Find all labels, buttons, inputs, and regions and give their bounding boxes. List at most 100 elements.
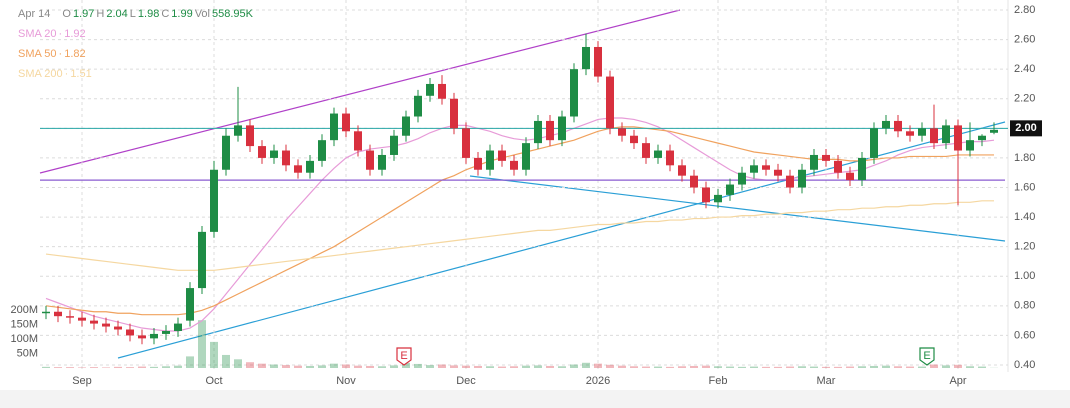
candle-body: [798, 169, 806, 188]
candle-body: [522, 143, 530, 170]
y-tick-label: 1.40: [1014, 211, 1035, 223]
trendline: [469, 175, 1006, 242]
y-tick-label: 2.60: [1014, 33, 1035, 45]
candle-body: [282, 150, 290, 166]
candle-body: [102, 323, 110, 327]
volume-bar: [630, 366, 638, 368]
volume-bar: [246, 362, 254, 368]
y-tick-label: 2.40: [1014, 63, 1035, 75]
y-tick-label: 0.40: [1014, 359, 1035, 371]
sma-legend: SMA 200 · 1.51: [18, 64, 255, 84]
volume-bar: [306, 365, 314, 368]
candle-body: [846, 172, 854, 181]
volume-bar: [954, 364, 962, 368]
legend-separator: ·: [58, 28, 63, 40]
candle-body: [174, 323, 182, 331]
candle-body: [270, 150, 278, 158]
volume-bar: [774, 366, 782, 368]
volume-bar: [966, 366, 974, 368]
candle-body: [42, 311, 50, 314]
legend-value: 558.95K: [212, 8, 253, 20]
volume-bar: [978, 366, 986, 368]
candle-body: [546, 120, 554, 141]
candle-body: [702, 187, 710, 203]
volume-bar: [354, 365, 362, 368]
legend-key: H: [96, 8, 105, 20]
candle-body: [438, 83, 446, 99]
volume-bar: [942, 365, 950, 368]
event-marker: [919, 347, 935, 366]
candle-body: [618, 128, 626, 136]
candle-body: [234, 125, 242, 136]
volume-bar: [498, 366, 506, 368]
legend-last: 1.92: [64, 28, 86, 40]
candle-body: [330, 113, 338, 141]
candle-body: [630, 135, 638, 144]
volume-bar: [186, 356, 194, 368]
legend-name: SMA 50: [18, 48, 57, 60]
volume-bar: [726, 366, 734, 368]
candle-body: [474, 157, 482, 170]
trendline: [39, 9, 681, 174]
candle-body: [642, 143, 650, 158]
x-tick-label: Oct: [205, 375, 222, 387]
candle-body: [858, 157, 866, 181]
volume-bar: [90, 367, 98, 368]
y-tick-label: 1.20: [1014, 241, 1035, 253]
footer-bar: [0, 390, 1070, 408]
candle-body: [882, 120, 890, 129]
candle-body: [450, 98, 458, 129]
candle-body: [918, 128, 926, 136]
candle-body: [390, 135, 398, 155]
legend-value: 1.99: [171, 8, 193, 20]
candle-body: [486, 150, 494, 170]
candle-body: [954, 125, 962, 151]
legend-name: SMA 20: [18, 28, 57, 40]
x-tick-label: Feb: [709, 375, 728, 387]
volume-bar: [702, 365, 710, 368]
legend: Apr 14 O 1.97 H 2.04 L 1.98 C 1.99 Vol 558.95K SMA …: [18, 4, 255, 84]
candle-body: [738, 172, 746, 185]
volume-bar: [462, 365, 470, 368]
candle-body: [354, 131, 362, 151]
legend-value: 2.04: [106, 8, 128, 20]
candle-body: [114, 326, 122, 330]
candle-body: [258, 146, 266, 158]
sma-line: [45, 117, 995, 332]
candle-body: [498, 150, 506, 161]
x-tick-label: 2026: [586, 375, 610, 387]
volume-bar: [786, 366, 794, 368]
volume-bar: [282, 365, 290, 368]
candle-body: [762, 165, 770, 170]
candle-body: [306, 160, 314, 173]
y-tick-label: 1.80: [1014, 152, 1035, 164]
volume-bar: [570, 364, 578, 368]
legend-last: 1.51: [70, 68, 92, 80]
volume-bar: [618, 365, 626, 368]
volume-bar: [918, 366, 926, 368]
candle-body: [678, 165, 686, 176]
volume-bar: [198, 320, 206, 368]
volume-bar: [78, 367, 86, 368]
legend-value: 1.98: [137, 8, 160, 20]
volume-bar: [738, 366, 746, 368]
sma-legend: SMA 20 · 1.92: [18, 24, 255, 44]
volume-bar: [750, 366, 758, 368]
candle-body: [510, 160, 518, 170]
x-tick-label: Nov: [336, 375, 356, 387]
volume-bar: [510, 366, 518, 368]
legend-key: C: [161, 8, 170, 20]
volume-bar: [666, 366, 674, 368]
volume-bar: [762, 366, 770, 368]
volume-bar: [54, 367, 62, 368]
volume-bar: [234, 359, 242, 368]
volume-bar: [174, 365, 182, 368]
candle-body: [570, 69, 578, 117]
candle-body: [138, 335, 146, 339]
event-label: E: [400, 350, 407, 362]
candle-body: [558, 116, 566, 141]
volume-bar: [594, 363, 602, 368]
candle-body: [222, 135, 230, 170]
y-tick-label: 1.00: [1014, 270, 1035, 282]
